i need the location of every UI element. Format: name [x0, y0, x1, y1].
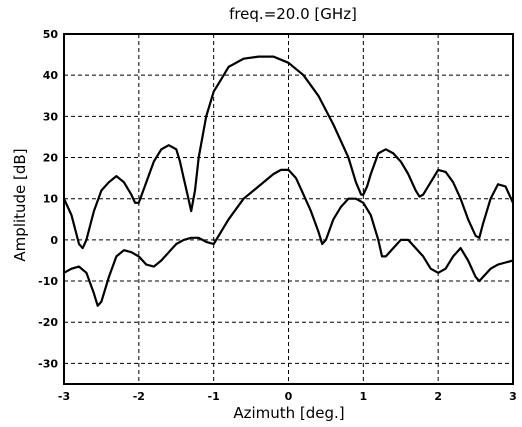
y-tick-label: 50 [43, 28, 59, 41]
x-tick-label: -2 [133, 390, 145, 403]
y-tick-label: 10 [43, 193, 59, 206]
chart-title: freq.=20.0 [GHz] [229, 5, 357, 23]
y-tick-label: 40 [43, 69, 59, 82]
plot-frame [63, 33, 514, 385]
x-tick-label: -1 [208, 390, 220, 403]
y-tick-label: 30 [43, 110, 59, 123]
grid [64, 34, 513, 384]
y-tick-label: 0 [50, 234, 58, 247]
y-axis-label: Amplitude [dB] [11, 148, 29, 261]
x-axis-label: Azimuth [deg.] [233, 404, 344, 422]
x-tick-label: 1 [360, 390, 368, 403]
series-line-1 [62, 55, 515, 250]
x-tick-labels: -3 -2 -1 0 1 2 3 [58, 390, 517, 403]
x-tick-label: 0 [285, 390, 293, 403]
x-tick-label: 3 [509, 390, 517, 403]
x-tick-label: 2 [434, 390, 442, 403]
y-tick-label: 20 [43, 152, 59, 165]
x-tick-label: -3 [58, 390, 70, 403]
y-tick-label: -30 [38, 357, 58, 370]
y-tick-label: -20 [38, 316, 58, 329]
series-line-2 [63, 168, 514, 307]
y-tick-labels: 50 40 30 20 10 0 -10 -20 -30 [38, 28, 58, 370]
y-tick-label: -10 [38, 275, 58, 288]
series-layer [62, 55, 515, 307]
